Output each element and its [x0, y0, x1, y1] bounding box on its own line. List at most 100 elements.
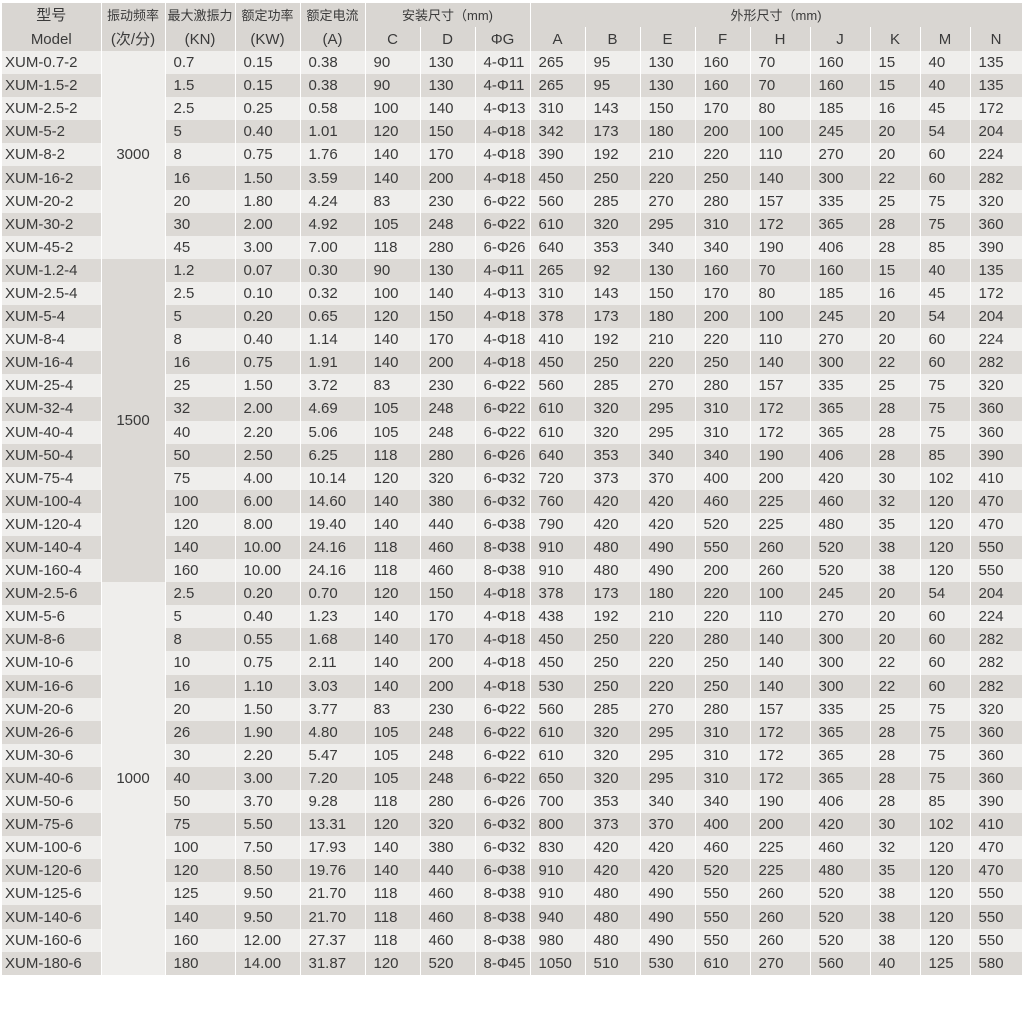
value-cell: 28 [870, 397, 921, 421]
value-cell: 140 [165, 535, 236, 560]
model-cell: XUM-40-6 [2, 766, 102, 790]
value-cell: 28 [870, 212, 921, 236]
value-cell: 560 [530, 697, 586, 721]
value-cell: 31.87 [300, 951, 366, 975]
value-cell: 340 [695, 443, 751, 467]
value-cell: 2.20 [235, 743, 301, 767]
table-row: XUM-1.2-4 1500 1.2 0.07 0.30 90 130 4-Φ11 265 92 1… [2, 258, 1023, 583]
value-cell: 4-Φ18 [475, 166, 531, 190]
value-cell: 118 [365, 443, 421, 467]
value-cell: 25 [165, 374, 236, 398]
model-cell: XUM-20-6 [2, 697, 102, 721]
value-cell: 22 [870, 166, 921, 190]
value-cell: 360 [970, 397, 1023, 421]
table-row: XUM-8-6 8 0.55 1.68 140 170 4-Φ18 450 250 220 280 1… [2, 628, 1023, 652]
value-cell: 172 [750, 720, 811, 744]
value-cell: 120 [365, 582, 421, 606]
value-cell: 550 [695, 535, 751, 560]
value-cell: 300 [810, 166, 871, 190]
value-cell: 406 [810, 235, 871, 259]
value-cell: 102 [920, 813, 971, 837]
value-cell: 8-Φ38 [475, 928, 531, 952]
value-cell: 640 [530, 235, 586, 259]
value-cell: 245 [810, 120, 871, 144]
value-cell: 15 [870, 74, 921, 98]
value-cell: 490 [640, 535, 696, 560]
header-outline-col: E [640, 27, 696, 51]
value-cell: 2.00 [235, 397, 301, 421]
value-cell: 6-Φ32 [475, 836, 531, 860]
value-cell: 15 [870, 51, 921, 75]
value-cell: 490 [640, 905, 696, 929]
value-cell: 8 [165, 628, 236, 652]
value-cell: 460 [420, 928, 476, 952]
header-outline-group: 外形尺寸（mm) [530, 3, 1023, 27]
header-outline-col: A [530, 27, 586, 51]
value-cell: 370 [640, 466, 696, 490]
value-cell: 800 [530, 813, 586, 837]
value-cell: 4.24 [300, 189, 366, 213]
value-cell: 140 [365, 166, 421, 190]
value-cell: 120 [920, 928, 971, 952]
table-row: XUM-1.5-2 1.5 0.15 0.38 90 130 4-Φ11 265 95 130 16… [2, 74, 1023, 98]
value-cell: 60 [920, 628, 971, 652]
value-cell: 28 [870, 443, 921, 467]
value-cell: 410 [530, 328, 586, 352]
table-row: XUM-20-2 20 1.80 4.24 83 230 6-Φ22 560 285 270 280… [2, 189, 1023, 213]
value-cell: 170 [695, 281, 751, 306]
value-cell: 610 [530, 212, 586, 236]
value-cell: 5 [165, 120, 236, 144]
header-install-col: ΦG [475, 27, 531, 51]
value-cell: 224 [970, 605, 1023, 629]
value-cell: 440 [420, 512, 476, 536]
table-row: XUM-40-6 40 3.00 7.20 105 248 6-Φ22 650 320 295 31… [2, 766, 1023, 790]
table-row: XUM-160-6 160 12.00 27.37 118 460 8-Φ38 980 480 4… [2, 928, 1023, 952]
value-cell: 10.00 [235, 535, 301, 560]
value-cell: 85 [920, 443, 971, 467]
value-cell: 7.00 [300, 235, 366, 259]
value-cell: 14.60 [300, 489, 366, 513]
value-cell: 125 [920, 951, 971, 975]
value-cell: 105 [365, 766, 421, 790]
value-cell: 110 [750, 328, 811, 352]
value-cell: 85 [920, 790, 971, 814]
value-cell: 8 [165, 143, 236, 167]
value-cell: 550 [970, 928, 1023, 952]
value-cell: 353 [585, 235, 641, 259]
value-cell: 295 [640, 397, 696, 421]
table-row: XUM-2.5-2 2.5 0.25 0.58 100 140 4-Φ13 310 143 150… [2, 97, 1023, 121]
value-cell: 16 [165, 674, 236, 698]
value-cell: 100 [165, 489, 236, 513]
value-cell: 118 [365, 882, 421, 906]
value-cell: 140 [365, 628, 421, 652]
value-cell: 4.92 [300, 212, 366, 236]
value-cell: 60 [920, 674, 971, 698]
model-cell: XUM-45-2 [2, 235, 102, 259]
value-cell: 460 [420, 905, 476, 929]
value-cell: 5.50 [235, 813, 301, 837]
value-cell: 295 [640, 743, 696, 767]
value-cell: 1.23 [300, 605, 366, 629]
header-install-group: 安装尺寸（mm) [365, 3, 531, 27]
table-row: XUM-140-6 140 9.50 21.70 118 460 8-Φ38 940 480 49… [2, 905, 1023, 929]
value-cell: 0.07 [235, 258, 301, 282]
value-cell: 21.70 [300, 882, 366, 906]
value-cell: 3.03 [300, 674, 366, 698]
value-cell: 610 [530, 720, 586, 744]
value-cell: 105 [365, 420, 421, 444]
value-cell: 2.00 [235, 212, 301, 236]
value-cell: 1.90 [235, 720, 301, 744]
value-cell: 120 [920, 489, 971, 513]
value-cell: 140 [365, 651, 421, 675]
value-cell: 520 [420, 951, 476, 975]
value-cell: 760 [530, 489, 586, 513]
value-cell: 560 [530, 189, 586, 213]
value-cell: 140 [365, 674, 421, 698]
table-row: XUM-32-4 32 2.00 4.69 105 248 6-Φ22 610 320 295 31… [2, 397, 1023, 421]
value-cell: 0.32 [300, 281, 366, 306]
value-cell: 4-Φ18 [475, 305, 531, 329]
value-cell: 6-Φ22 [475, 397, 531, 421]
value-cell: 420 [810, 813, 871, 837]
value-cell: 460 [420, 882, 476, 906]
value-cell: 410 [970, 466, 1023, 490]
